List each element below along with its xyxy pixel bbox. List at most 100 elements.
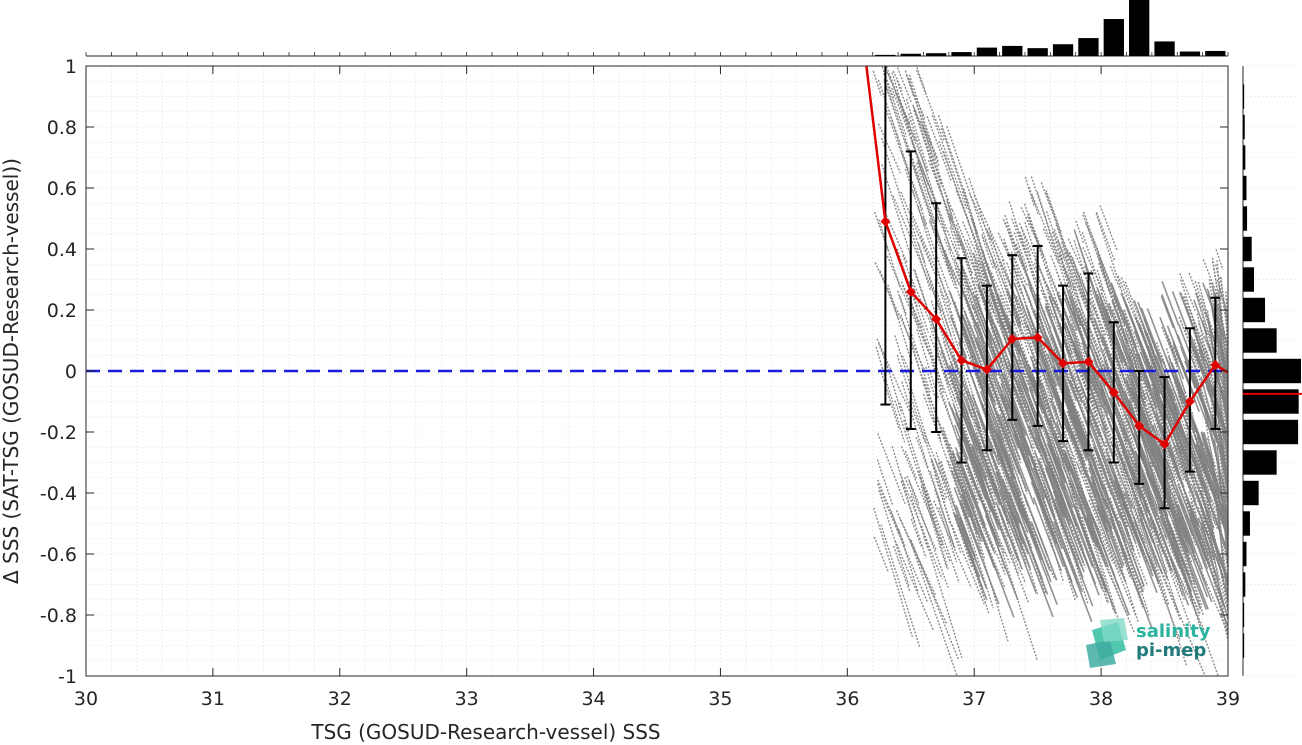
scatter-streak xyxy=(891,445,916,523)
top-histogram-bar xyxy=(1103,19,1124,56)
scatter-streak xyxy=(929,470,955,548)
scatter-streak xyxy=(900,191,933,269)
y-tick-label: 0.2 xyxy=(47,300,77,322)
scatter-streak xyxy=(1185,514,1229,627)
scatter-streak xyxy=(887,73,911,125)
scatter-streak xyxy=(999,414,1035,505)
scatter-streak xyxy=(1074,421,1097,477)
scatter-streak xyxy=(962,314,977,348)
scatter-streak xyxy=(939,325,976,407)
scatter-streak xyxy=(1168,500,1191,555)
scatter-streak xyxy=(1095,213,1127,304)
scatter-streak xyxy=(1136,485,1161,562)
scatter-streak xyxy=(1067,330,1099,409)
scatter-streak xyxy=(961,332,1005,441)
scatter-streak xyxy=(1164,534,1201,614)
scatter-streak xyxy=(930,460,952,526)
scatter-streak xyxy=(1177,323,1197,369)
scatter-streak xyxy=(1011,218,1040,289)
x-tick-label: 34 xyxy=(581,688,605,710)
scatter-streak xyxy=(1131,447,1168,539)
scatter-streak xyxy=(1023,494,1058,581)
scatter-streak xyxy=(975,336,989,368)
scatter-streak xyxy=(1195,395,1216,445)
scatter-streak xyxy=(1087,459,1106,504)
scatter-streak xyxy=(992,437,1025,520)
scatter-streak xyxy=(909,540,958,677)
scatter-streak xyxy=(1151,549,1182,622)
scatter-streak xyxy=(1139,519,1188,667)
scatter-streak xyxy=(1028,424,1041,453)
scatter-streak xyxy=(926,270,952,337)
scatter-streak xyxy=(1100,303,1125,364)
scatter-streak xyxy=(1183,295,1229,404)
scatter-streak xyxy=(1186,432,1201,471)
scatter-streak xyxy=(1078,423,1110,502)
scatter-streak xyxy=(1012,254,1028,288)
scatter-streak xyxy=(971,361,985,394)
scatter-streak xyxy=(948,214,992,306)
scatter-streak xyxy=(991,347,1027,437)
scatter-streak xyxy=(1072,503,1104,583)
scatter-streak xyxy=(894,335,930,447)
scatter-streak xyxy=(896,80,909,111)
scatter-streak xyxy=(1170,557,1205,631)
scatter-streak xyxy=(984,307,1013,379)
top-histogram-bar xyxy=(926,53,947,56)
scatter-streak xyxy=(996,452,1029,534)
scatter-streak xyxy=(1017,342,1051,426)
scatter-streak xyxy=(953,230,962,248)
scatter-streak xyxy=(1044,306,1079,393)
scatter-streak xyxy=(1053,521,1093,622)
scatter-streak xyxy=(959,285,977,327)
scatter-streak xyxy=(913,94,926,119)
scatter-streak xyxy=(1088,378,1108,430)
scatter-streak xyxy=(1123,335,1140,376)
scatter-streak xyxy=(961,322,990,393)
scatter-streak xyxy=(1024,176,1035,207)
scatter-streak xyxy=(1172,459,1185,488)
scatter-streak xyxy=(1215,249,1224,270)
scatter-streak xyxy=(1053,229,1088,327)
scatter-streak xyxy=(1046,336,1076,410)
scatter-streak xyxy=(1048,296,1064,334)
scatter-streak xyxy=(951,355,982,430)
scatter-streak xyxy=(1072,340,1089,381)
scatter-streak xyxy=(998,489,1023,551)
scatter-streak xyxy=(904,138,950,270)
scatter-streak xyxy=(1139,508,1169,580)
scatter-streak xyxy=(1127,457,1138,484)
scatter-streak xyxy=(1199,449,1228,521)
mean-point xyxy=(1007,333,1018,344)
right-histogram-bar xyxy=(1243,633,1245,658)
scatter-streak xyxy=(902,254,929,333)
scatter-streak xyxy=(1008,513,1032,570)
scatter-streak xyxy=(980,402,1004,461)
scatter-streak xyxy=(973,194,1006,263)
right-histogram-bar xyxy=(1243,419,1299,445)
scatter-streak xyxy=(1006,293,1023,338)
scatter-streak xyxy=(880,524,921,648)
scatter-streak xyxy=(971,444,996,506)
scatter-streak xyxy=(883,78,922,182)
scatter-streak xyxy=(1171,519,1205,616)
scatter-streak xyxy=(1134,450,1151,489)
scatter-streak xyxy=(1073,240,1122,389)
scatter-streak xyxy=(1177,395,1209,470)
scatter-streak xyxy=(1003,396,1033,471)
scatter-streak xyxy=(1016,498,1058,605)
scatter-streak xyxy=(1088,494,1122,575)
scatter-streak xyxy=(895,510,936,596)
scatter-streak xyxy=(995,502,1019,561)
scatter-streak xyxy=(1006,289,1022,326)
scatter-streak xyxy=(982,377,1021,475)
scatter-streak xyxy=(1095,212,1116,262)
scatter-streak xyxy=(938,185,954,231)
scatter-streak xyxy=(990,453,1020,527)
scatter-streak xyxy=(948,402,987,500)
scatter-streak xyxy=(911,278,937,336)
logo-text-line2: pi-mep xyxy=(1136,640,1206,661)
scatter-streak xyxy=(1113,479,1134,530)
scatter-streak xyxy=(969,356,981,389)
